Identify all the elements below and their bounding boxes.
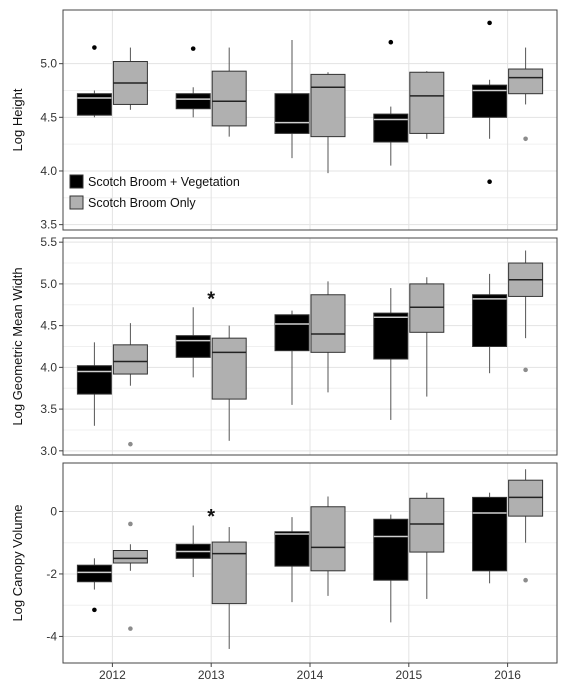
box-body: [509, 480, 543, 516]
box-body: [311, 295, 345, 353]
legend-swatch: [70, 175, 83, 188]
box-body: [275, 532, 309, 566]
significance-marker: *: [207, 289, 215, 311]
x-tick-label: 2013: [198, 668, 225, 682]
box-body: [77, 94, 111, 115]
box-veg-2016: [473, 493, 507, 584]
box-body: [473, 497, 507, 570]
outlier-point: [389, 40, 394, 45]
legend-label: Scotch Broom Only: [88, 196, 196, 210]
panel-2: 3.0 3.5 4.0 4.5 5.0 5.5 Log Geometric Mean Wid…: [10, 235, 557, 458]
y-tick-label: 4.0: [40, 164, 57, 178]
outlier-point: [523, 368, 528, 373]
y-tick-label: 5.0: [40, 57, 57, 71]
box-body: [410, 72, 444, 133]
y-tick-label: 3.0: [40, 444, 57, 458]
y-tick-label: -4: [46, 629, 57, 643]
panel-1: 3.5 4.0 4.5 5.0 Log Height Scotch Broom + Veg…: [10, 10, 557, 232]
box-body: [410, 498, 444, 552]
legend-swatch: [70, 196, 83, 209]
outlier-point: [92, 608, 97, 613]
y-tick-label: 5.0: [40, 277, 57, 291]
box-body: [275, 94, 309, 134]
y-tick-label: 4.5: [40, 319, 57, 333]
box-body: [77, 565, 111, 582]
outlier-point: [523, 578, 528, 583]
y-tick-label: 4.5: [40, 110, 57, 124]
box-body: [374, 519, 408, 580]
outlier-point: [487, 21, 492, 26]
box-only-2015: [410, 71, 444, 139]
box-body: [509, 69, 543, 94]
box-body: [113, 551, 147, 564]
y-tick-label: 0: [50, 504, 57, 518]
outlier-point: [128, 442, 133, 447]
outlier-point: [128, 626, 133, 631]
x-tick-label: 2014: [297, 668, 324, 682]
box-body: [77, 366, 111, 394]
x-tick-label: 2016: [494, 668, 521, 682]
box-body: [410, 284, 444, 332]
y-axis-label: Log Canopy Volume: [10, 504, 25, 621]
box-body: [311, 507, 345, 571]
box-body: [374, 114, 408, 142]
box-body: [275, 315, 309, 351]
y-tick-label: 3.5: [40, 402, 57, 416]
legend-label: Scotch Broom + Vegetation: [88, 175, 240, 189]
box-body: [212, 338, 246, 399]
y-tick-label: 3.5: [40, 218, 57, 232]
y-axis-label: Log Height: [10, 88, 25, 151]
y-tick-label: 4.0: [40, 360, 57, 374]
box-body: [473, 295, 507, 347]
y-axis-label: Log Geometric Mean Width: [10, 267, 25, 425]
outlier-point: [523, 136, 528, 141]
x-tick-label: 2015: [395, 668, 422, 682]
box-body: [311, 74, 345, 136]
x-tick-label: 2012: [99, 668, 126, 682]
outlier-point: [191, 46, 196, 51]
box-body: [212, 542, 246, 604]
outlier-point: [128, 522, 133, 527]
outlier-point: [92, 45, 97, 50]
y-tick-label: 5.5: [40, 235, 57, 249]
outlier-point: [487, 179, 492, 184]
box-body: [176, 336, 210, 358]
box-body: [374, 313, 408, 359]
box-body: [212, 71, 246, 126]
box-body: [113, 345, 147, 374]
panel-3: -4 -2 0 Log Canopy Volume *: [10, 463, 557, 663]
significance-marker: *: [207, 506, 215, 528]
box-body: [176, 94, 210, 109]
y-tick-label: -2: [46, 567, 57, 581]
